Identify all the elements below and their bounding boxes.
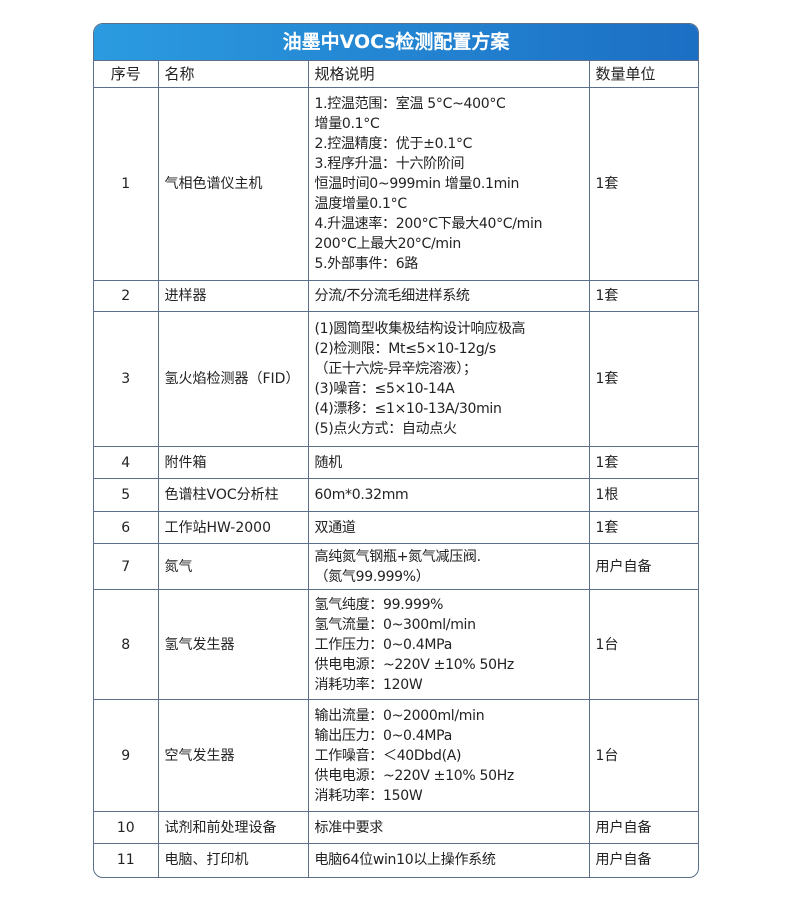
row-number: 9 bbox=[94, 699, 159, 812]
spec-line: 供电电源：~220V ±10% 50Hz bbox=[314, 656, 515, 673]
row-quantity: 1套 bbox=[588, 511, 698, 544]
table-row: 4 附件箱 随机 1套 bbox=[94, 446, 698, 479]
header-no: 序号 bbox=[94, 60, 159, 88]
spec-line: (5)点火方式：自动点火 bbox=[314, 421, 458, 437]
row-spec: 输出流量：0~2000ml/min 输出压力：0~0.4MPa 工作噪音：＜40Db… bbox=[307, 699, 590, 812]
table-row: 10 试剂和前处理设备 标准中要求 用户自备 bbox=[94, 811, 698, 844]
row-quantity: 用户自备 bbox=[588, 543, 698, 590]
table-row: 6 工作站HW-2000 双通道 1套 bbox=[94, 511, 698, 544]
row-name: 氢气发生器 bbox=[157, 589, 309, 700]
header-spec: 规格说明 bbox=[307, 60, 590, 88]
row-number: 8 bbox=[94, 589, 159, 700]
row-name: 气相色谱仪主机 bbox=[157, 87, 309, 281]
spec-line: 分流/不分流毛细进样系统 bbox=[314, 288, 470, 304]
row-quantity: 1套 bbox=[588, 280, 698, 312]
spec-line: 供电电源：~220V ±10% 50Hz bbox=[314, 767, 515, 784]
spec-line: 消耗功率：150W bbox=[314, 787, 423, 804]
spec-line: 4.升温速率：200°C下最大40°C/min bbox=[314, 216, 543, 232]
row-quantity: 1套 bbox=[588, 311, 698, 447]
spec-line: 200°C上最大20°C/min bbox=[314, 236, 462, 252]
row-spec: 随机 bbox=[307, 446, 590, 479]
spec-line: (4)漂移：≤1×10-13A/30min bbox=[314, 401, 502, 417]
row-name: 空气发生器 bbox=[157, 699, 309, 812]
row-number: 3 bbox=[94, 311, 159, 447]
spec-line: 温度增量0.1°C bbox=[314, 196, 408, 212]
row-quantity: 1根 bbox=[588, 478, 698, 512]
row-number: 6 bbox=[94, 511, 159, 544]
table-row: 9 空气发生器 输出流量：0~2000ml/min 输出压力：0~0.4MPa 工作噪音… bbox=[94, 699, 698, 812]
header-name: 名称 bbox=[157, 60, 309, 88]
spec-line: 氢气流量：0~300ml/min bbox=[314, 616, 477, 633]
table-row: 11 电脑、打印机 电脑64位win10以上操作系统 用户自备 bbox=[94, 843, 698, 877]
row-spec: 1.控温范围：室温 5°C~400°C 增量0.1°C 2.控温精度：优于±0.1°… bbox=[307, 87, 590, 281]
config-table-card: 油墨中VOCs检测配置方案 序号 名称 规格说明 数量单位 1 气相色谱仪主机 1.… bbox=[93, 23, 699, 878]
spec-line: 消耗功率：120W bbox=[314, 676, 423, 693]
spec-line: (2)检测限：Mt≤5×10-12g/s bbox=[314, 341, 497, 357]
header-qty: 数量单位 bbox=[588, 60, 698, 88]
spec-line: 标准中要求 bbox=[314, 819, 384, 836]
spec-line: 工作噪音：＜40Dbd(A) bbox=[314, 747, 462, 764]
row-name: 附件箱 bbox=[157, 446, 309, 479]
row-quantity: 1台 bbox=[588, 589, 698, 700]
row-spec: 标准中要求 bbox=[307, 811, 590, 844]
spec-line: 工作压力：0~0.4MPa bbox=[314, 636, 453, 653]
spec-line: 氢气纯度：99.999% bbox=[314, 596, 444, 613]
row-quantity: 1台 bbox=[588, 699, 698, 812]
row-number: 10 bbox=[94, 811, 159, 844]
table-row: 3 氢火焰检测器（FID） (1)圆筒型收集极结构设计响应极高 (2)检测限：Mt≤5… bbox=[94, 311, 698, 447]
spec-line: 随机 bbox=[314, 454, 343, 471]
row-number: 7 bbox=[94, 543, 159, 590]
row-number: 5 bbox=[94, 478, 159, 512]
spec-line: （正十六烷-异辛烷溶液）； bbox=[314, 361, 477, 377]
spec-line: 60m*0.32mm bbox=[314, 487, 409, 503]
spec-line: 电脑64位win10以上操作系统 bbox=[314, 852, 496, 869]
spec-line: 增量0.1°C bbox=[314, 116, 380, 132]
row-name: 工作站HW-2000 bbox=[157, 511, 309, 544]
row-number: 2 bbox=[94, 280, 159, 312]
row-number: 11 bbox=[94, 843, 159, 877]
spec-line: 输出压力：0~0.4MPa bbox=[314, 727, 453, 744]
table-row: 5 色谱柱VOC分析柱 60m*0.32mm 1根 bbox=[94, 478, 698, 512]
spec-line: 恒温时间0~999min 增量0.1min bbox=[314, 176, 520, 192]
row-name: 氮气 bbox=[157, 543, 309, 590]
table-row: 2 进样器 分流/不分流毛细进样系统 1套 bbox=[94, 280, 698, 312]
row-quantity: 1套 bbox=[588, 446, 698, 479]
row-name: 试剂和前处理设备 bbox=[157, 811, 309, 844]
table-row: 7 氮气 高纯氮气钢瓶+氮气减压阀. （氮气99.999%） 用户自备 bbox=[94, 543, 698, 590]
row-name: 进样器 bbox=[157, 280, 309, 312]
row-spec: 60m*0.32mm bbox=[307, 478, 590, 512]
row-spec: 电脑64位win10以上操作系统 bbox=[307, 843, 590, 877]
spec-line: 1.控温范围：室温 5°C~400°C bbox=[314, 96, 506, 112]
row-spec: 高纯氮气钢瓶+氮气减压阀. （氮气99.999%） bbox=[307, 543, 590, 590]
row-spec: 分流/不分流毛细进样系统 bbox=[307, 280, 590, 312]
table-title: 油墨中VOCs检测配置方案 bbox=[94, 24, 698, 60]
row-number: 1 bbox=[94, 87, 159, 281]
row-name: 色谱柱VOC分析柱 bbox=[157, 478, 309, 512]
row-number: 4 bbox=[94, 446, 159, 479]
row-name: 电脑、打印机 bbox=[157, 843, 309, 877]
spec-line: 2.控温精度：优于±0.1°C bbox=[314, 136, 473, 152]
spec-line: (1)圆筒型收集极结构设计响应极高 bbox=[314, 321, 526, 337]
spec-line: （氮气99.999%） bbox=[314, 568, 430, 585]
row-spec: 双通道 bbox=[307, 511, 590, 544]
row-quantity: 用户自备 bbox=[588, 843, 698, 877]
table-row: 1 气相色谱仪主机 1.控温范围：室温 5°C~400°C 增量0.1°C 2.控温精度… bbox=[94, 87, 698, 281]
table-row: 8 氢气发生器 氢气纯度：99.999% 氢气流量：0~300ml/min 工作压力：0… bbox=[94, 589, 698, 700]
spec-line: 5.外部事件：6路 bbox=[314, 256, 419, 272]
spec-line: 输出流量：0~2000ml/min bbox=[314, 707, 485, 724]
config-table: 序号 名称 规格说明 数量单位 1 气相色谱仪主机 1.控温范围：室温 5°C~40… bbox=[94, 60, 698, 877]
row-name: 氢火焰检测器（FID） bbox=[157, 311, 309, 447]
spec-line: 双通道 bbox=[314, 519, 356, 536]
spec-line: (3)噪音：≤5×10-14A bbox=[314, 381, 455, 397]
row-spec: (1)圆筒型收集极结构设计响应极高 (2)检测限：Mt≤5×10-12g/s （正十… bbox=[307, 311, 590, 447]
spec-line: 高纯氮气钢瓶+氮气减压阀. bbox=[314, 548, 482, 565]
row-spec: 氢气纯度：99.999% 氢气流量：0~300ml/min 工作压力：0~0.4MP… bbox=[307, 589, 590, 700]
spec-line: 3.程序升温：十六阶阶间 bbox=[314, 156, 465, 172]
header-row: 序号 名称 规格说明 数量单位 bbox=[94, 60, 698, 88]
row-quantity: 1套 bbox=[588, 87, 698, 281]
row-quantity: 用户自备 bbox=[588, 811, 698, 844]
